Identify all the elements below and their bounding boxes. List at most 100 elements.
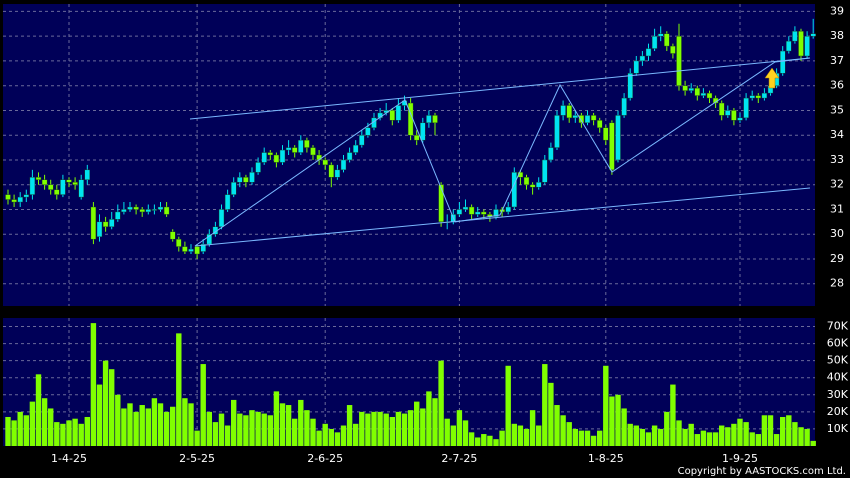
candle-body (5, 194, 11, 200)
volume-bar (401, 413, 408, 446)
candle-body (706, 92, 713, 99)
candle-body (353, 144, 359, 153)
candle-body (60, 179, 66, 195)
candle-body (200, 243, 206, 252)
candle-body (603, 127, 609, 141)
candle-body (139, 209, 145, 213)
candle-body (249, 172, 255, 183)
candle-body (651, 35, 658, 49)
candle-body (639, 55, 646, 62)
volume-bar (328, 428, 334, 446)
volume-bar (346, 405, 353, 446)
volume-bar (359, 411, 365, 446)
volume-bar (712, 432, 719, 446)
zigzag (194, 57, 811, 247)
volume-bar (664, 411, 670, 446)
y-tick-label: 34 (830, 128, 844, 141)
candle-body (41, 179, 48, 185)
volume-bar (536, 425, 542, 446)
volume-bar (792, 422, 798, 446)
volume-bar (517, 425, 524, 446)
volume-bar (603, 365, 609, 446)
arrow-icon (764, 67, 780, 89)
y2-tick-label: 40K (827, 371, 849, 384)
candle-body (35, 177, 42, 180)
trend-lines (189, 57, 811, 247)
candle-body (621, 97, 627, 116)
candle-body (420, 122, 426, 141)
volume-bar (23, 415, 29, 446)
volume-bar (365, 413, 371, 446)
volume-bar (706, 432, 713, 446)
volume-bar (151, 398, 158, 446)
candle-body (298, 139, 304, 153)
candle-body (389, 110, 395, 121)
volume-bar (798, 427, 804, 446)
x-tick-label: 1-8-25 (588, 452, 624, 465)
volume-bar (590, 435, 597, 446)
candle-body (566, 105, 572, 119)
candle-body (84, 169, 91, 180)
volume-bar (615, 394, 621, 446)
volume-bar (157, 403, 164, 446)
candle-body (584, 115, 591, 124)
candle-body (590, 115, 597, 121)
volume-bar (54, 422, 60, 446)
volume-bar (572, 428, 578, 446)
volume-bar (176, 333, 182, 446)
candle-body (627, 73, 633, 99)
candle-body (206, 234, 213, 245)
candle-body (682, 85, 688, 91)
volume-bar (206, 411, 212, 446)
volume-bar (212, 422, 219, 446)
candle-body (102, 221, 109, 227)
volume-bar (566, 422, 572, 446)
volume-bar (468, 432, 475, 446)
candle-body (475, 211, 481, 215)
volume-bar (96, 384, 103, 446)
y-tick-label: 32 (830, 178, 844, 191)
volume-bar (383, 413, 389, 446)
candle-body (267, 152, 273, 156)
volume-bar (780, 416, 786, 446)
x-tick-label: 2-7-25 (441, 452, 477, 465)
x-tick-label: 1-4-25 (51, 452, 87, 465)
candle-body (96, 221, 103, 237)
candle-body (11, 199, 17, 203)
candle-body (340, 159, 347, 171)
volume-bar (700, 430, 707, 446)
volume-bar (139, 405, 145, 446)
volume-bar (438, 360, 444, 446)
x-tick-label: 2-6-25 (307, 452, 343, 465)
volume-bar (487, 435, 493, 446)
candle-body (761, 92, 768, 99)
candle-body (108, 219, 115, 227)
volume-bar (633, 425, 639, 446)
candle-body (72, 182, 78, 185)
candle-body (54, 189, 60, 195)
candle-body (395, 105, 402, 121)
volume-bar (200, 364, 206, 446)
candle-body (578, 115, 585, 124)
volume-bar (41, 398, 48, 446)
volume-bar (676, 420, 682, 446)
volume-bar (78, 423, 84, 446)
candle-body (536, 182, 542, 188)
volume-bar (340, 425, 347, 446)
candle-body (115, 211, 121, 220)
volume-bar (316, 430, 322, 446)
y-tick-label: 35 (830, 103, 844, 116)
volume-bar (450, 425, 456, 446)
volume-bar (353, 423, 359, 446)
candle-body (127, 206, 133, 210)
volume-bar (48, 408, 54, 446)
volume-bar (285, 405, 292, 446)
volume-bar (505, 365, 511, 446)
candle-body (304, 139, 310, 148)
volume-bar (639, 428, 646, 446)
volume-bar (499, 430, 505, 446)
candle-body (334, 169, 341, 178)
y-tick-label: 29 (830, 252, 844, 265)
y-tick-label: 28 (830, 277, 844, 290)
volume-bar (145, 408, 151, 446)
